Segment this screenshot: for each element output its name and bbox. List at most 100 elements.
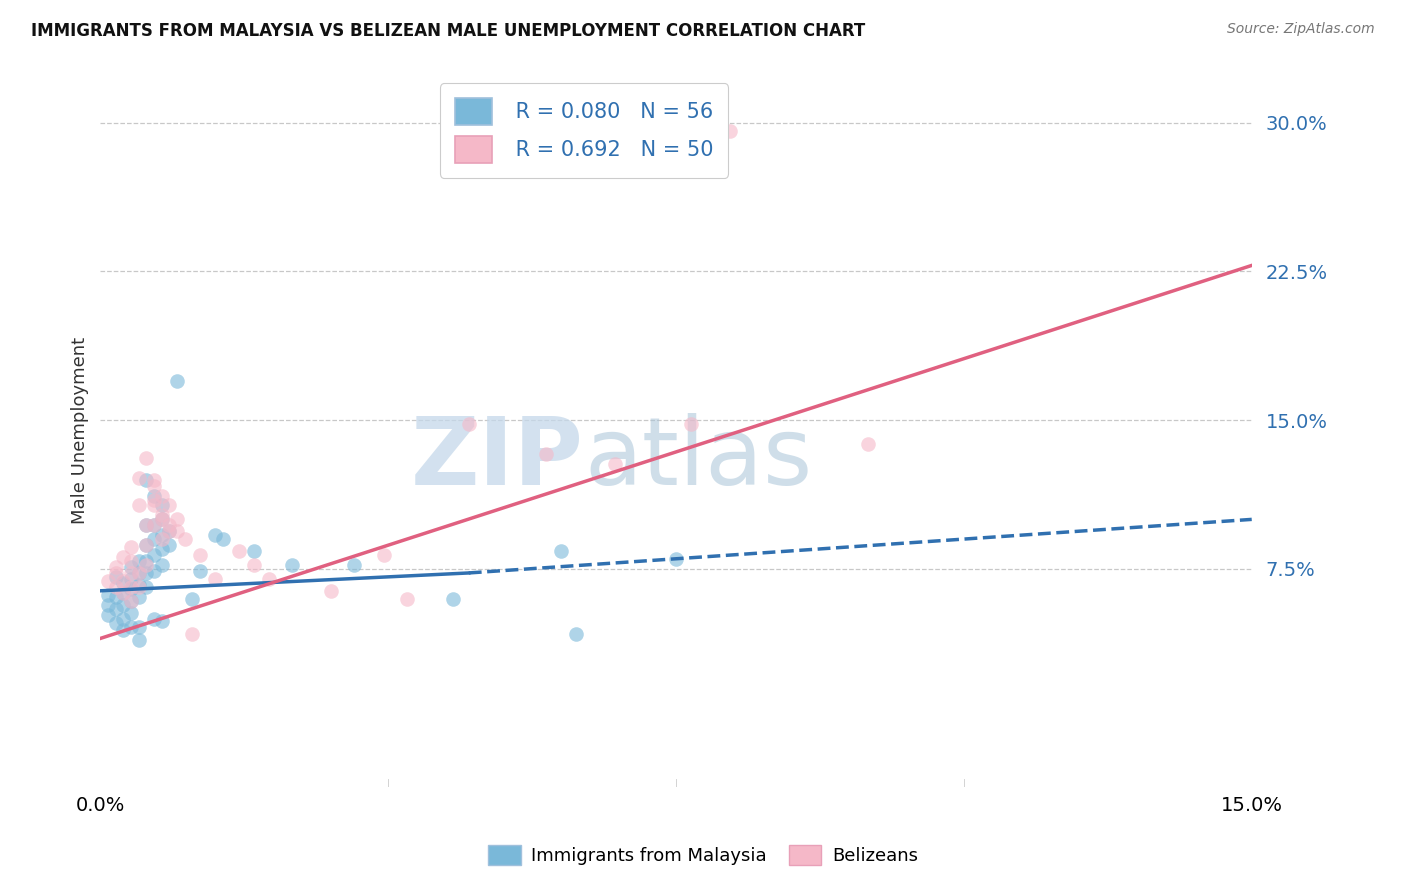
Point — [143, 518, 166, 533]
Point — [112, 550, 135, 565]
Point — [143, 499, 166, 513]
Point — [128, 633, 150, 648]
Point — [243, 544, 266, 558]
Point — [181, 627, 204, 641]
Point — [150, 489, 173, 503]
Legend: Immigrants from Malaysia, Belizeans: Immigrants from Malaysia, Belizeans — [481, 838, 925, 872]
Point — [343, 558, 366, 572]
Point — [112, 586, 135, 600]
Point — [212, 533, 235, 547]
Point — [373, 548, 395, 562]
Point — [319, 583, 342, 598]
Point — [150, 512, 173, 526]
Point — [228, 544, 250, 558]
Point — [135, 558, 157, 572]
Point — [534, 447, 557, 461]
Text: Source: ZipAtlas.com: Source: ZipAtlas.com — [1227, 22, 1375, 37]
Point — [150, 512, 173, 526]
Point — [128, 580, 150, 594]
Point — [120, 572, 142, 586]
Point — [135, 566, 157, 580]
Point — [243, 558, 266, 572]
Point — [112, 624, 135, 638]
Point — [204, 572, 226, 586]
Point — [257, 572, 280, 586]
Point — [143, 548, 166, 562]
Point — [603, 457, 626, 471]
Point — [565, 627, 588, 641]
Point — [173, 533, 195, 547]
Point — [143, 564, 166, 578]
Point — [104, 601, 127, 615]
Point — [120, 593, 142, 607]
Point — [159, 538, 181, 552]
Point — [457, 417, 479, 432]
Point — [120, 554, 142, 568]
Point — [143, 473, 166, 487]
Point — [120, 540, 142, 554]
Text: ZIP: ZIP — [411, 413, 583, 505]
Point — [97, 598, 120, 612]
Point — [166, 512, 188, 526]
Point — [128, 554, 150, 568]
Point — [120, 566, 142, 580]
Point — [112, 586, 135, 600]
Point — [135, 518, 157, 533]
Point — [128, 499, 150, 513]
Point — [281, 558, 304, 572]
Point — [150, 614, 173, 628]
Point — [159, 524, 181, 539]
Point — [143, 492, 166, 507]
Point — [135, 518, 157, 533]
Point — [181, 591, 204, 606]
Point — [112, 598, 135, 612]
Point — [135, 450, 157, 465]
Point — [104, 580, 127, 594]
Point — [128, 566, 150, 580]
Point — [135, 473, 157, 487]
Point — [396, 591, 419, 606]
Point — [128, 590, 150, 604]
Point — [112, 611, 135, 625]
Point — [143, 489, 166, 503]
Point — [97, 574, 120, 588]
Point — [443, 591, 465, 606]
Point — [718, 123, 741, 137]
Point — [128, 566, 150, 580]
Point — [120, 560, 142, 574]
Point — [188, 564, 211, 578]
Point — [104, 570, 127, 584]
Point — [150, 528, 173, 542]
Point — [135, 554, 157, 568]
Point — [104, 590, 127, 604]
Text: IMMIGRANTS FROM MALAYSIA VS BELIZEAN MALE UNEMPLOYMENT CORRELATION CHART: IMMIGRANTS FROM MALAYSIA VS BELIZEAN MAL… — [31, 22, 865, 40]
Point — [150, 499, 173, 513]
Point — [120, 606, 142, 620]
Point — [550, 544, 572, 558]
Point — [104, 566, 127, 580]
Point — [135, 538, 157, 552]
Point — [143, 518, 166, 533]
Point — [128, 471, 150, 485]
Point — [166, 374, 188, 388]
Point — [681, 417, 703, 432]
Point — [120, 580, 142, 594]
Point — [159, 524, 181, 539]
Point — [97, 607, 120, 622]
Point — [188, 548, 211, 562]
Point — [128, 578, 150, 592]
Point — [120, 619, 142, 633]
Text: atlas: atlas — [583, 413, 813, 505]
Point — [143, 478, 166, 492]
Point — [166, 524, 188, 539]
Point — [150, 508, 173, 523]
Point — [159, 499, 181, 513]
Y-axis label: Male Unemployment: Male Unemployment — [72, 336, 89, 524]
Point — [150, 533, 173, 547]
Point — [204, 528, 226, 542]
Point — [143, 533, 166, 547]
Point — [159, 518, 181, 533]
Point — [150, 542, 173, 557]
Legend:  R = 0.080   N = 56,  R = 0.692   N = 50: R = 0.080 N = 56, R = 0.692 N = 50 — [440, 83, 728, 178]
Point — [112, 575, 135, 590]
